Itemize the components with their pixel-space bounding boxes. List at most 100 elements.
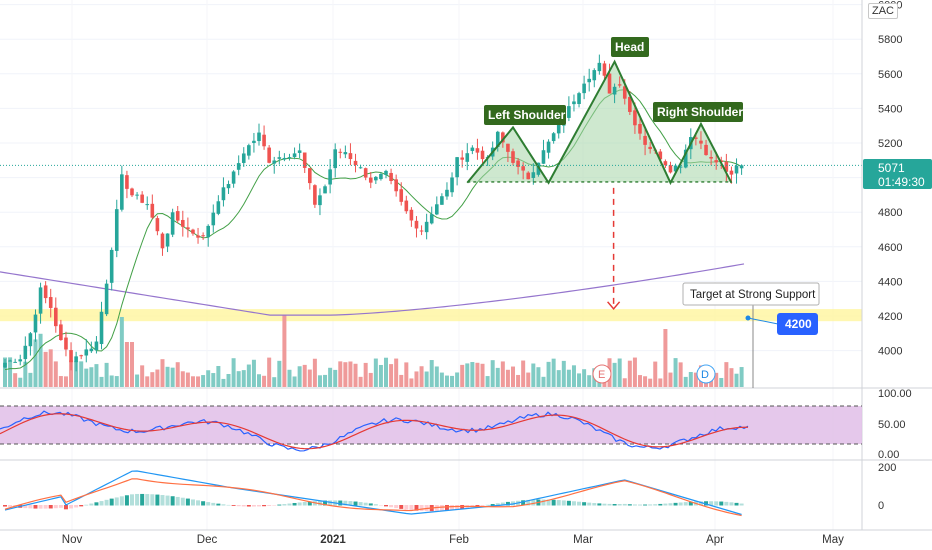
volume-bar	[145, 376, 150, 387]
volume-bar	[450, 375, 455, 387]
candlesticks	[3, 54, 744, 372]
candle-body	[592, 70, 597, 81]
candle-body	[358, 167, 363, 169]
price-axis[interactable]: 4000420044004600480050005200540056005800…	[878, 0, 902, 358]
candle-body	[292, 153, 297, 157]
macd-histogram-bar	[556, 500, 561, 506]
volume-bar	[338, 361, 343, 387]
target-price-badge[interactable]	[777, 313, 818, 335]
volume-bar	[378, 364, 383, 387]
candle-body	[699, 140, 703, 144]
volume-bar	[688, 372, 693, 387]
volume-bar	[617, 358, 622, 387]
stoch-tick-100: 100.00	[878, 388, 912, 400]
candle-body	[663, 161, 668, 166]
symbol-label[interactable]: ZAC	[868, 3, 898, 19]
price-tick-label: 4400	[878, 276, 902, 288]
candle-body	[262, 134, 266, 147]
macd-histogram-bar	[673, 502, 678, 506]
right-shoulder-label: Right Shoulder	[653, 102, 743, 122]
price-tick-label: 4800	[878, 207, 902, 219]
candle-body	[673, 165, 678, 172]
candle-body	[54, 307, 58, 327]
macd-histogram-bar	[607, 503, 612, 506]
volume-bar	[577, 373, 582, 387]
macd-histogram-bar	[277, 504, 282, 506]
macd-histogram-bar	[343, 500, 348, 506]
candle-body	[3, 362, 7, 368]
candle-body	[455, 157, 459, 178]
stoch-tick-50: 50.00	[878, 419, 906, 431]
candle-body	[440, 196, 444, 205]
macd-histogram-bar	[74, 505, 79, 508]
macd-histogram-bar	[23, 505, 28, 509]
volume-bar	[307, 369, 312, 387]
time-tick-label: Mar	[573, 534, 593, 546]
candle-body	[541, 150, 546, 164]
macd-histogram-bar	[38, 505, 43, 509]
candle-body	[470, 147, 475, 151]
macd-histogram-bar	[739, 503, 744, 506]
volume-bar	[622, 378, 627, 387]
candle-body	[186, 227, 190, 230]
stoch-tick-0: 0.00	[878, 449, 899, 461]
volume-bars	[3, 315, 744, 387]
macd-histogram-bar	[419, 505, 424, 511]
candle-body	[211, 212, 216, 226]
macd-histogram-bar	[714, 501, 719, 506]
macd-histogram-bar	[287, 503, 292, 506]
candle-body	[389, 172, 393, 181]
candle-body	[475, 148, 480, 153]
target-callout[interactable]	[682, 282, 820, 306]
volume-bar	[23, 361, 28, 387]
candle-body	[399, 189, 404, 202]
arrow-head-icon	[607, 301, 621, 310]
macd-histogram-bar	[165, 495, 170, 506]
macd-histogram-bar	[531, 499, 536, 506]
volume-bar	[643, 376, 648, 387]
volume-bar	[33, 339, 38, 387]
candle-body	[333, 149, 337, 169]
volume-bar	[328, 367, 333, 387]
candle-body	[633, 110, 637, 126]
macd-histogram-bar	[292, 503, 297, 506]
volume-bar	[211, 373, 216, 387]
price-tick-label: 4200	[878, 311, 902, 323]
volume-bar	[358, 376, 363, 387]
volume-bar	[531, 363, 536, 387]
volume-bar	[155, 369, 160, 387]
candle-body	[236, 163, 241, 170]
macd-histogram-bar	[663, 503, 668, 506]
candle-body	[145, 204, 150, 206]
volume-bar	[465, 363, 470, 387]
dividend-marker[interactable]	[696, 364, 716, 384]
price-tick-label: 5800	[878, 34, 902, 46]
macd-histogram-bar	[262, 505, 267, 507]
volume-bar	[495, 367, 500, 387]
volume-bar	[257, 374, 261, 387]
candle-body	[196, 235, 200, 238]
volume-bar	[444, 375, 449, 387]
earnings-marker[interactable]	[592, 364, 612, 384]
head-shoulders-area	[467, 61, 732, 183]
volume-bar	[480, 363, 485, 387]
time-tick-label: Apr	[706, 534, 724, 546]
candle-body	[572, 101, 576, 105]
candle-body	[252, 140, 256, 143]
volume-bar	[683, 376, 688, 387]
candle-body	[109, 249, 114, 283]
volume-bar	[262, 375, 267, 387]
volume-bar	[99, 376, 104, 387]
macd-histogram-bar	[124, 495, 129, 506]
time-axis[interactable]: Nov Dec 2021 Feb Mar Apr May	[62, 534, 844, 546]
volume-bar	[663, 329, 668, 387]
target-price-badge-text: 4200	[785, 317, 812, 331]
candle-body	[348, 153, 353, 160]
candle-body	[38, 287, 43, 314]
volume-bar	[556, 370, 561, 387]
candle-body	[338, 151, 343, 153]
macd-histogram-bar	[63, 505, 68, 510]
candle-body	[155, 218, 160, 232]
candle-body	[104, 283, 109, 315]
